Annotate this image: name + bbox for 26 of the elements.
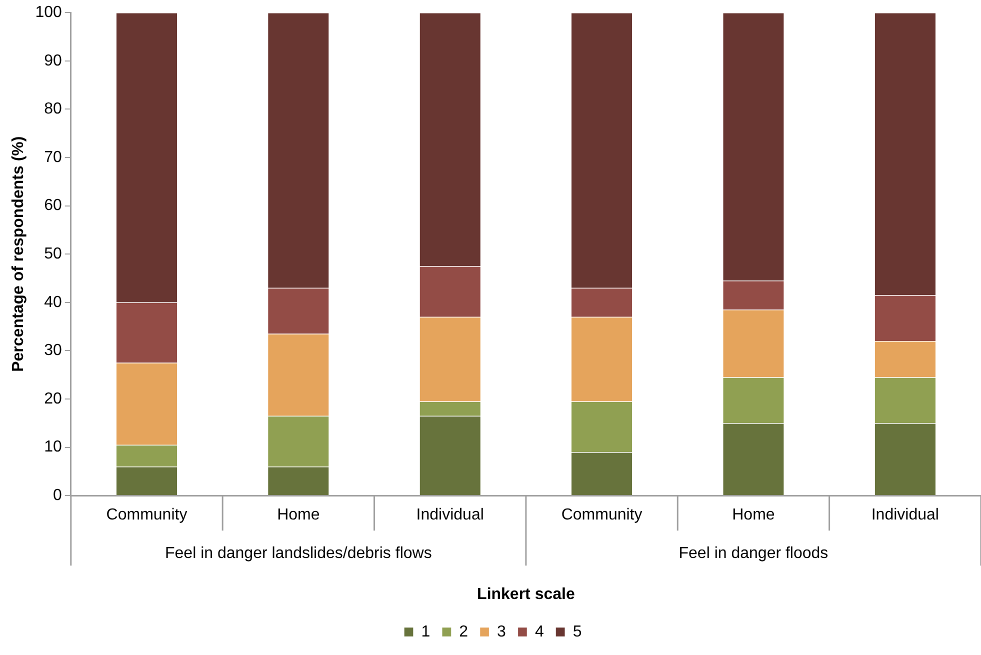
legend-label: 4 [534,623,544,640]
y-tick-label: 90 [44,52,62,70]
legend-label: 2 [459,623,468,640]
legend-label: 1 [421,623,430,640]
text: Feel in danger landslides/debris flows [165,545,432,562]
y-tick-label: 80 [44,100,62,118]
y-tick-label: 40 [44,294,62,311]
y-tick-label: 100 [35,4,62,22]
x-tick-label: Individual [416,506,484,524]
x-tick-label: Community [561,506,642,524]
y-tick-label: 60 [44,197,62,214]
y-tick-label: 10 [44,438,62,456]
y-tick-label: 20 [44,390,62,408]
legend-label: 5 [572,623,582,640]
y-tick-label: 0 [52,487,62,504]
x-tick-label: Community [106,506,188,524]
y-tick-label: 50 [44,246,62,263]
legend-label: 3 [497,623,506,640]
x-tick-label: Individual [871,506,939,524]
y-tick-label: 30 [44,342,62,360]
x-tick-label: Home [277,506,320,524]
text: Feel in danger floods [678,545,828,562]
y-axis-title: Percentage of respondents (%) [10,136,28,372]
y-tick-label: 70 [44,148,62,166]
x-tick-label: Home [732,506,775,524]
x-axis-title: Linkert scale [477,586,575,603]
